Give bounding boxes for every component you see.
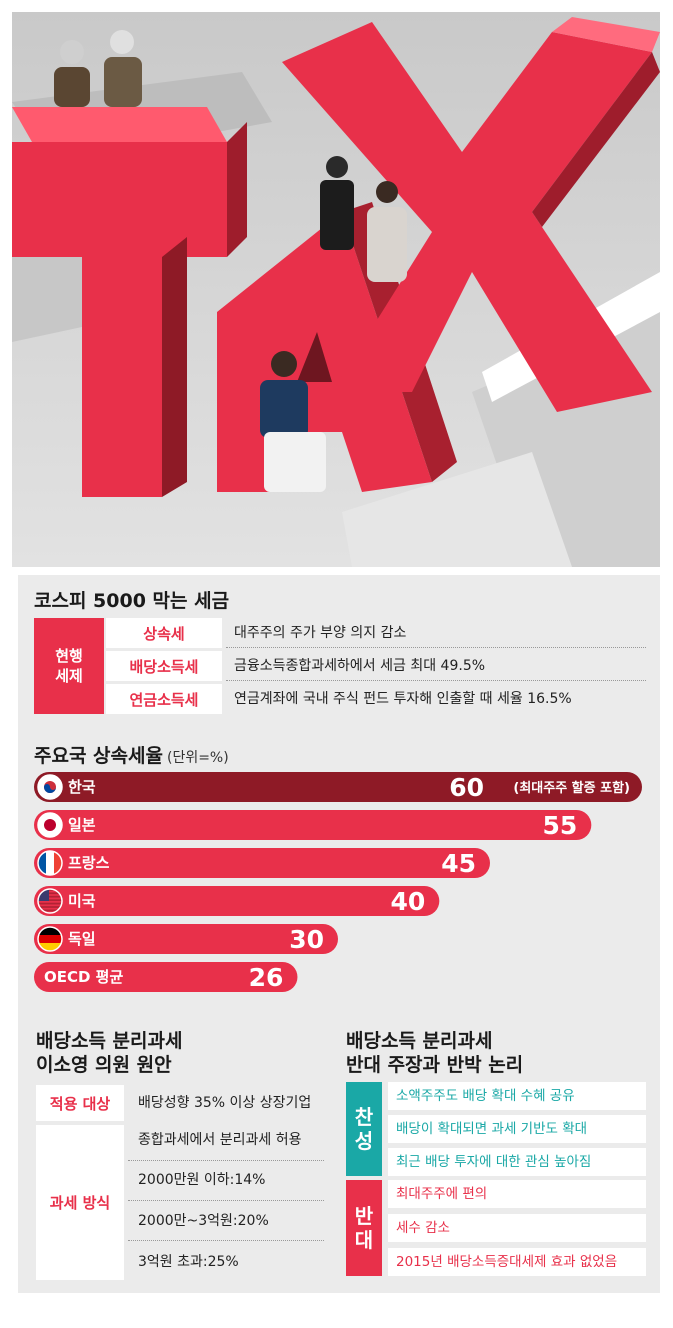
bar-category-label: 한국 xyxy=(68,778,96,796)
section1-title: 코스피 5000 막는 세금 xyxy=(34,590,230,612)
tax-method-item: 종합과세에서 분리과세 허용 xyxy=(138,1132,302,1148)
france-flag-icon xyxy=(37,850,63,876)
tax-row-inheritance: 상속세 대주주의 주가 부양 의지 감소 xyxy=(106,618,646,648)
apply-target-value: 배당성향 35% 이상 상장기업 xyxy=(138,1095,312,1111)
bar-category-label: 미국 xyxy=(68,892,96,910)
tax-desc: 연금계좌에 국내 주식 펀드 투자해 인출할 때 세율 16.5% xyxy=(234,691,572,707)
bar-value-label: 26 xyxy=(249,963,284,992)
tax-method-item: 2000만원 이하:14% xyxy=(138,1172,266,1188)
proposal-title-line2: 이소영 의원 원안 xyxy=(36,1054,172,1076)
con-item: 세수 감소 xyxy=(388,1214,646,1242)
divider xyxy=(128,1240,324,1241)
tax-row-pension: 연금소득세 연금계좌에 국내 주식 펀드 투자해 인출할 때 세율 16.5% xyxy=(106,684,646,714)
pro-label: 찬성 xyxy=(346,1082,382,1176)
tax-method-item: 3억원 초과:25% xyxy=(138,1254,239,1270)
chart-title: 주요국 상속세율 (단위=%) xyxy=(34,741,229,768)
bar-2 xyxy=(34,848,490,878)
tax-name: 상속세 xyxy=(106,618,222,648)
divider xyxy=(128,1200,324,1201)
korea-flag-icon xyxy=(37,774,63,800)
tax-name: 배당소득세 xyxy=(106,651,222,681)
pro-item: 소액주주도 배당 확대 수혜 공유 xyxy=(388,1082,646,1110)
tax-illustration xyxy=(12,12,660,567)
con-label-text: 반대 xyxy=(354,1204,374,1252)
bar-value-label: 45 xyxy=(441,849,476,878)
tax-desc: 금융소득종합과세하에서 세금 최대 49.5% xyxy=(234,658,486,674)
apply-target-label: 적용 대상 xyxy=(36,1085,124,1121)
germany-flag-icon xyxy=(37,926,63,952)
usa-flag-icon xyxy=(37,888,63,914)
current-tax-category-label: 현행 세제 xyxy=(55,647,83,685)
chart-unit: (단위=%) xyxy=(166,750,229,766)
con-label: 반대 xyxy=(346,1180,382,1276)
bar-category-label: 독일 xyxy=(68,930,96,948)
chart-title-text: 주요국 상속세율 xyxy=(34,745,163,767)
bar-5 xyxy=(34,962,298,992)
bar-value-label: 40 xyxy=(391,887,426,916)
tax-desc: 대주주의 주가 부양 의지 감소 xyxy=(234,625,407,641)
divider xyxy=(226,647,646,648)
bar-category-label: 일본 xyxy=(68,816,96,834)
bar-value-label: 55 xyxy=(543,811,578,840)
bar-annotation: (최대주주 할증 포함) xyxy=(513,780,630,796)
divider xyxy=(226,680,646,681)
proposal-title-line1: 배당소득 분리과세 xyxy=(36,1030,183,1052)
divider xyxy=(128,1160,324,1161)
bar-value-label: 60 xyxy=(449,773,484,802)
tax-method-label: 과세 방식 xyxy=(36,1125,124,1280)
bar-3 xyxy=(34,886,440,916)
bar-value-label: 30 xyxy=(289,925,324,954)
con-item: 최대주주에 편의 xyxy=(388,1180,646,1208)
con-item: 2015년 배당소득증대세제 효과 없었음 xyxy=(388,1248,646,1276)
pro-label-text: 찬성 xyxy=(354,1105,374,1153)
tax-letters-image xyxy=(12,12,660,567)
bar-4 xyxy=(34,924,338,954)
bar-category-label: OECD 평균 xyxy=(44,968,123,986)
bar-category-label: 프랑스 xyxy=(68,854,110,872)
tax-name: 연금소득세 xyxy=(106,684,222,714)
inheritance-tax-bar-chart: 한국 (최대주주 할증 포함) 60 일본 55 프랑스 45 미국 40 독일 30 OECD 평균… xyxy=(34,772,642,992)
tax-row-dividend: 배당소득세 금융소득종합과세하에서 세금 최대 49.5% xyxy=(106,651,646,681)
tax-method-item: 2000만~3억원:20% xyxy=(138,1213,269,1229)
current-tax-category: 현행 세제 xyxy=(34,618,104,714)
bar-1 xyxy=(34,810,592,840)
debate-title-line2: 반대 주장과 반박 논리 xyxy=(346,1054,524,1076)
pro-item: 최근 배당 투자에 대한 관심 높아짐 xyxy=(388,1148,646,1176)
japan-flag-icon xyxy=(37,812,63,838)
pro-item: 배당이 확대되면 과세 기반도 확대 xyxy=(388,1115,646,1143)
debate-title-line1: 배당소득 분리과세 xyxy=(346,1030,493,1052)
bar-0 xyxy=(34,772,642,802)
